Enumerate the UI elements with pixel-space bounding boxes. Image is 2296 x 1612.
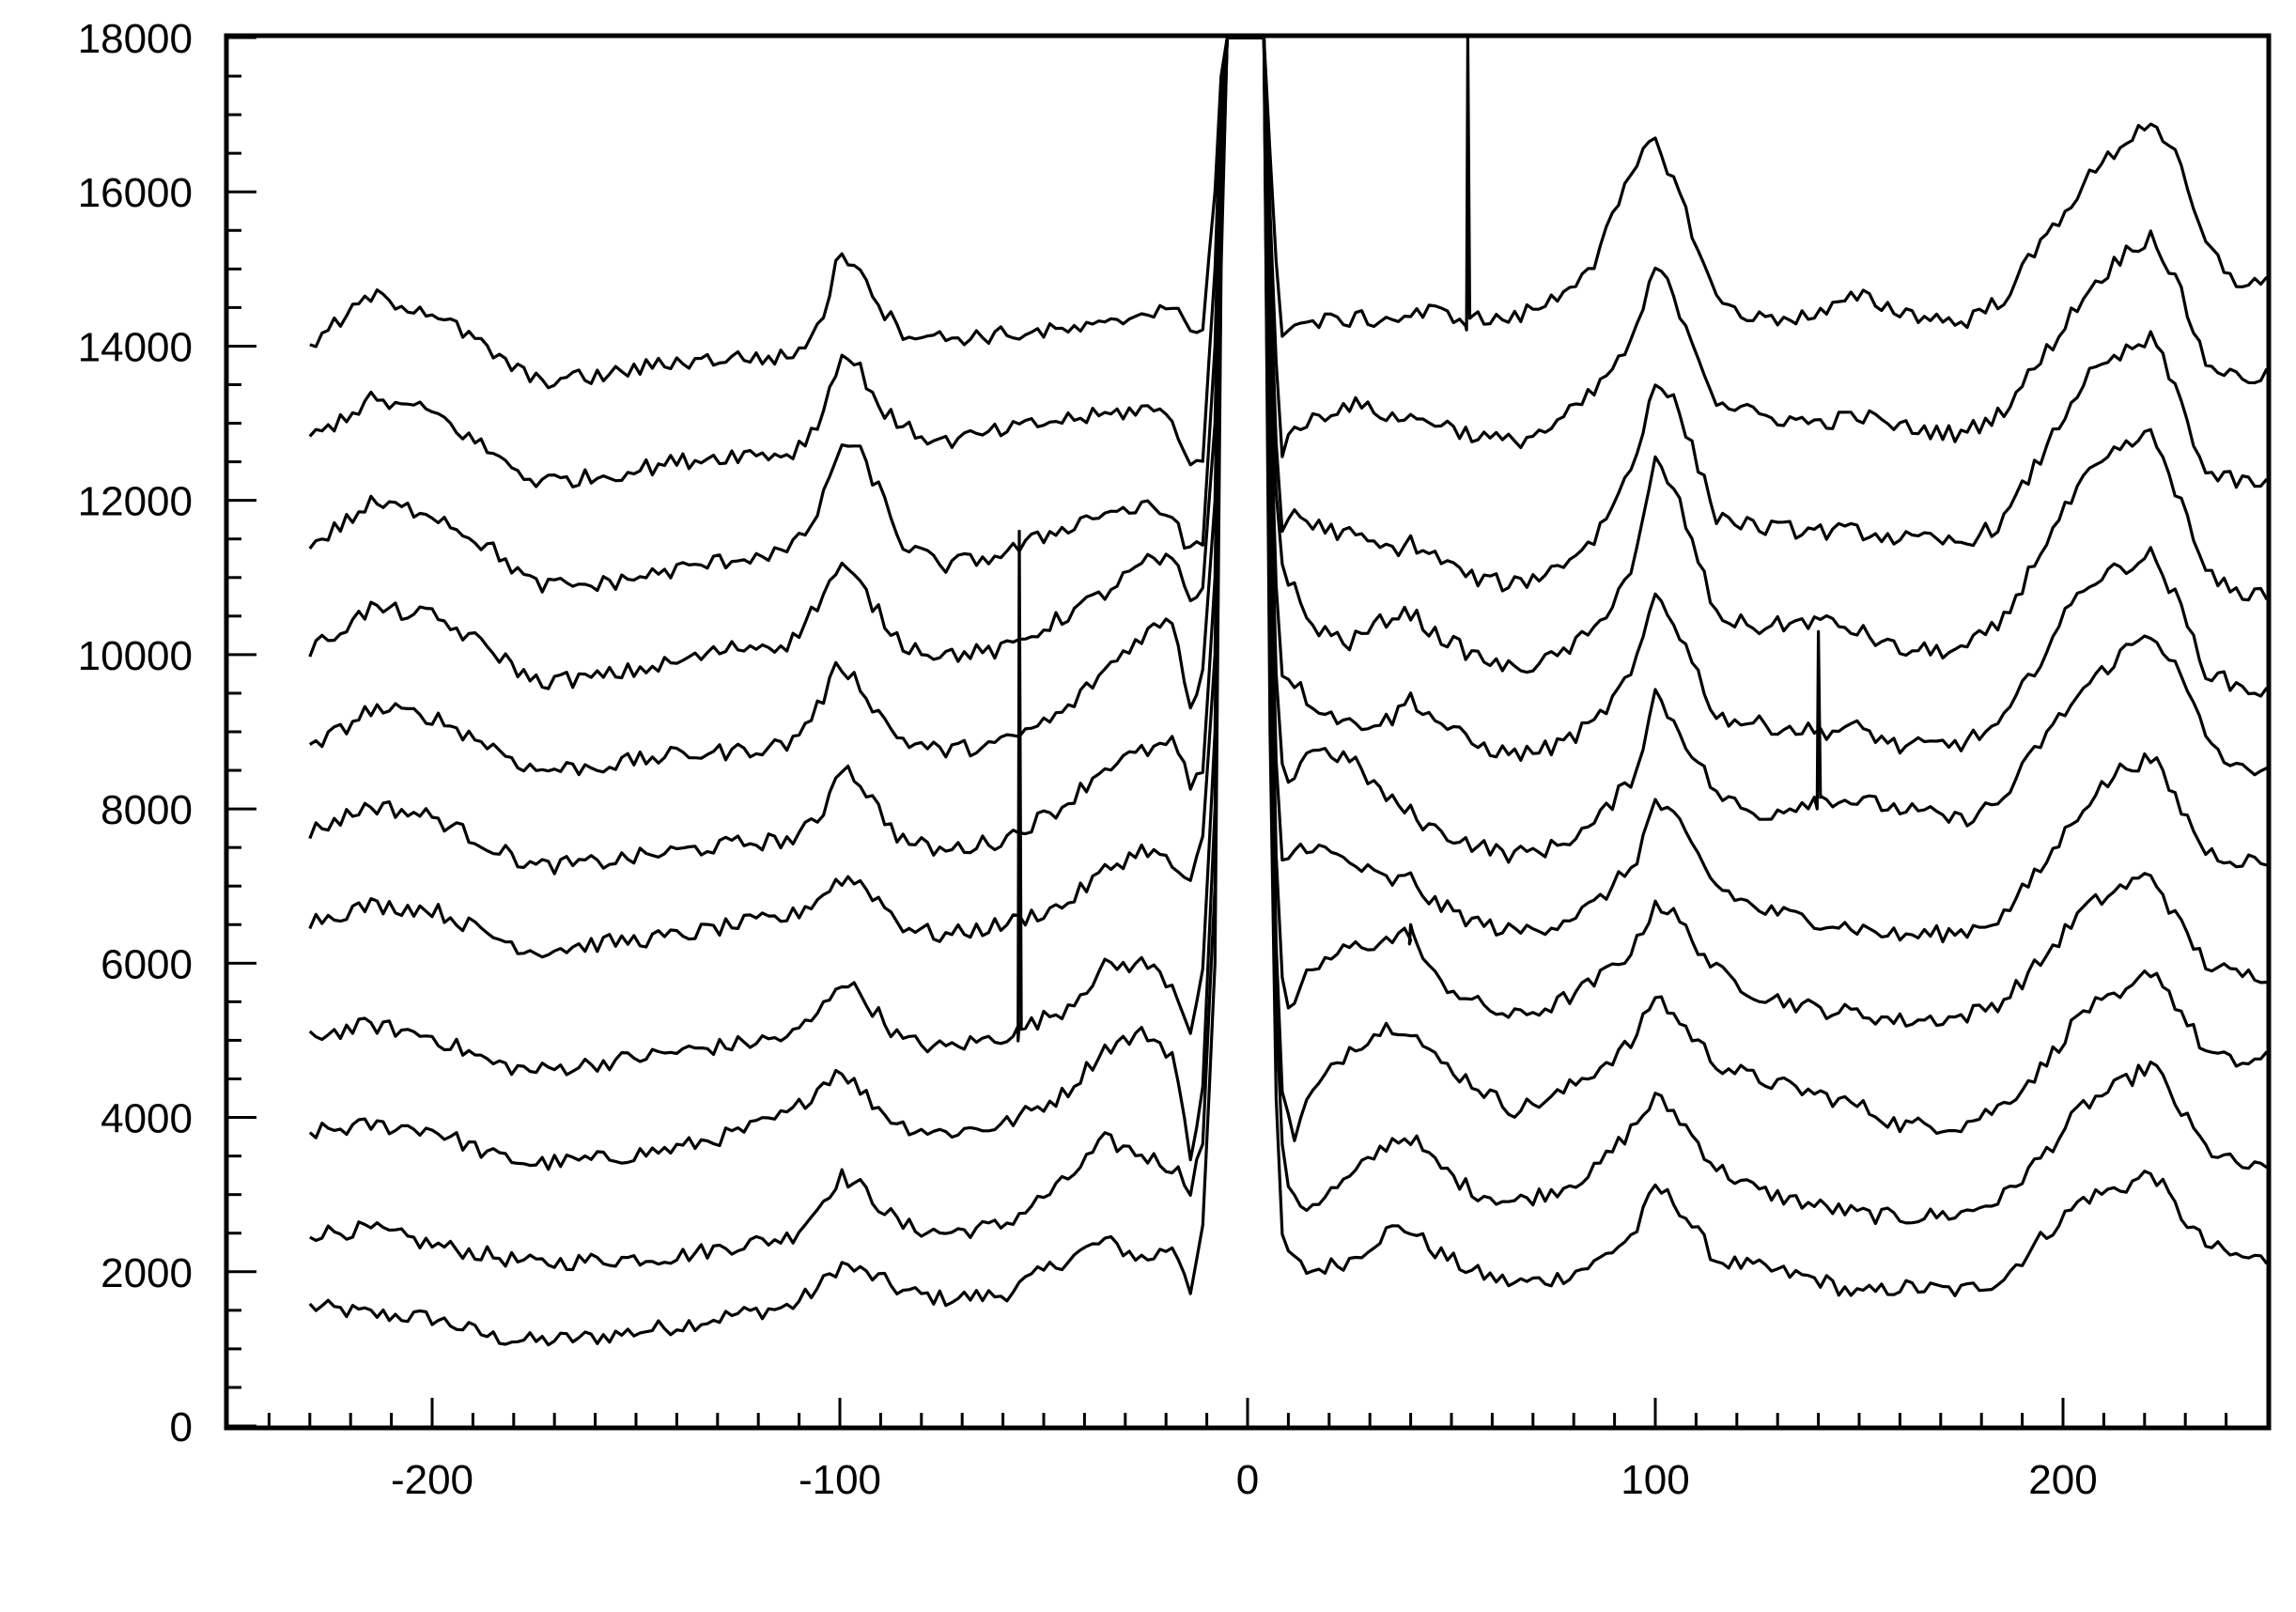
y-tick-label: 16000	[78, 170, 193, 216]
y-tick-label: 6000	[101, 941, 193, 987]
x-tick-labels: -200 -100 0 100 200	[391, 1457, 2098, 1503]
x-tick-label: 0	[1236, 1457, 1259, 1503]
y-tick-label: 0	[170, 1404, 193, 1450]
y-tick-labels: 0 2000 4000 6000 8000 10000 12000 14000 16000 180…	[78, 16, 193, 1450]
series-line-7	[308, 38, 2267, 777]
x-tick-label: -100	[799, 1457, 881, 1503]
series-line-8	[308, 38, 2267, 690]
series-line-6	[308, 38, 2267, 876]
y-tick-label: 12000	[78, 479, 193, 525]
y-tick-label: 18000	[78, 16, 193, 62]
series-layer	[308, 38, 2267, 1347]
series-line-9	[308, 38, 2267, 594]
y-tick-label: 10000	[78, 633, 193, 679]
minor-ticks	[228, 74, 2228, 1426]
series-line-2	[309, 38, 2267, 1272]
series-line-4	[308, 38, 2267, 1077]
series-line-1	[308, 38, 2267, 1347]
series-line-11	[309, 38, 2267, 390]
series-line-5	[308, 38, 2267, 959]
y-tick-label: 4000	[101, 1096, 193, 1142]
plot-frame	[224, 33, 2272, 1431]
x-tick-label: 200	[2028, 1457, 2097, 1503]
y-tick-label: 8000	[101, 787, 193, 833]
y-tick-label: 14000	[78, 324, 193, 370]
x-tick-label: 100	[1621, 1457, 1689, 1503]
series-line-3	[308, 38, 2267, 1171]
major-ticks	[228, 36, 2065, 1428]
y-tick-label: 2000	[101, 1250, 193, 1296]
x-tick-label: -200	[391, 1457, 473, 1503]
series-line-10	[308, 38, 2267, 488]
